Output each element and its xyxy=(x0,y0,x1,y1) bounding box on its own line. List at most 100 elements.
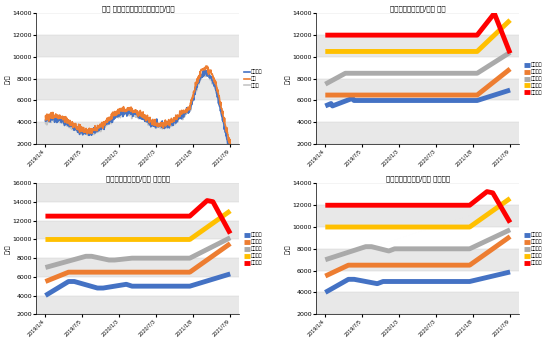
灰枣统货 xyxy=(322,104,328,108)
Bar xyxy=(316,184,519,205)
骏枣统货 xyxy=(414,263,421,267)
灰枣一等 xyxy=(422,71,429,75)
灰枣统货 xyxy=(437,280,444,284)
骏枣一等 xyxy=(331,49,337,54)
次主力 xyxy=(170,120,177,124)
骏枣一等 xyxy=(345,225,351,229)
骏枣统货 xyxy=(331,93,337,97)
灰枣特等 xyxy=(227,232,234,236)
骏枣统货 xyxy=(339,266,346,270)
Line: 灰枣一等: 灰枣一等 xyxy=(325,52,510,84)
骏枣统货 xyxy=(507,67,513,71)
骏枣一等 xyxy=(507,196,513,200)
Y-axis label: 元/吨: 元/吨 xyxy=(285,74,291,83)
骏枣统货 xyxy=(322,274,328,278)
骏枣统货 xyxy=(426,263,432,267)
骏枣一等 xyxy=(322,225,328,229)
骏枣统货 xyxy=(345,263,351,267)
骏枣一等 xyxy=(54,237,60,241)
灰枣统货 xyxy=(454,98,460,103)
骏枣一等 xyxy=(100,237,107,241)
骏枣一等 xyxy=(186,237,193,241)
灰枣特等 xyxy=(48,214,54,218)
Bar xyxy=(36,277,239,296)
骏枣一等 xyxy=(71,237,78,241)
骏枣统货 xyxy=(198,262,205,266)
Title: 红枣现货价格（元/吨） 月度数据: 红枣现货价格（元/吨） 月度数据 xyxy=(106,176,170,182)
灰枣特等 xyxy=(192,209,199,213)
灰枣特等 xyxy=(409,203,415,207)
骏枣一等 xyxy=(374,225,381,229)
灰枣一等 xyxy=(454,71,460,75)
灰枣一等 xyxy=(386,249,392,253)
骏枣一等 xyxy=(89,237,95,241)
灰枣统货 xyxy=(362,280,369,284)
主力 xyxy=(91,126,98,130)
骏枣一等 xyxy=(152,237,158,241)
骏枣一等 xyxy=(333,225,340,229)
灰枣特等 xyxy=(507,51,513,55)
骏枣统货 xyxy=(507,235,513,239)
次主力 xyxy=(204,70,210,74)
灰枣特等 xyxy=(77,214,84,218)
灰枣统货 xyxy=(204,279,211,283)
灰枣统货 xyxy=(65,280,72,284)
灰枣一等 xyxy=(82,254,89,258)
灰枣统货 xyxy=(210,277,216,281)
骏枣一等 xyxy=(490,209,496,213)
灰枣特等 xyxy=(379,203,386,207)
灰枣一等 xyxy=(414,247,421,251)
骏枣统货 xyxy=(420,263,427,267)
骏枣一等 xyxy=(483,213,490,217)
灰枣特等 xyxy=(491,11,498,15)
灰枣特等 xyxy=(507,221,513,225)
骏枣一等 xyxy=(356,225,363,229)
Line: 骏枣统货: 骏枣统货 xyxy=(46,244,230,282)
次主力 xyxy=(134,113,140,117)
骏枣一等 xyxy=(437,225,444,229)
灰枣特等 xyxy=(42,214,49,218)
灰枣特等 xyxy=(322,33,328,37)
骏枣统货 xyxy=(59,272,66,276)
Line: 灰枣特等: 灰枣特等 xyxy=(325,192,510,223)
灰枣一等 xyxy=(198,250,205,255)
骏枣统货 xyxy=(483,251,490,255)
次主力 xyxy=(187,106,194,110)
灰枣一等 xyxy=(368,245,375,249)
骏枣一等 xyxy=(339,225,346,229)
灰枣一等 xyxy=(146,256,153,260)
骏枣一等 xyxy=(140,237,147,241)
连续合约 xyxy=(224,142,231,146)
骏枣统货 xyxy=(478,90,485,94)
Line: 灰枣特等: 灰枣特等 xyxy=(46,201,230,234)
灰枣特等 xyxy=(123,214,130,218)
Bar xyxy=(36,122,239,144)
主力 xyxy=(187,101,194,105)
骏枣统货 xyxy=(490,247,496,251)
灰枣统货 xyxy=(414,280,421,284)
灰枣统货 xyxy=(42,294,49,298)
Bar xyxy=(36,258,239,277)
骏枣统货 xyxy=(106,270,112,274)
灰枣一等 xyxy=(112,258,118,262)
骏枣一等 xyxy=(426,225,432,229)
灰枣统货 xyxy=(135,284,141,288)
Bar xyxy=(36,221,239,239)
Bar xyxy=(36,296,239,314)
骏枣统货 xyxy=(227,241,234,246)
灰枣特等 xyxy=(129,214,135,218)
灰枣统货 xyxy=(152,284,158,288)
灰枣特等 xyxy=(221,221,228,225)
Bar xyxy=(316,57,519,79)
骏枣一等 xyxy=(472,221,478,225)
灰枣一等 xyxy=(129,256,135,260)
灰枣一等 xyxy=(426,247,432,251)
骏枣统货 xyxy=(163,270,170,274)
灰枣特等 xyxy=(443,203,450,207)
灰枣特等 xyxy=(216,210,222,214)
灰枣特等 xyxy=(449,203,455,207)
灰枣特等 xyxy=(204,199,211,203)
连续合约 xyxy=(201,68,207,72)
骏枣统货 xyxy=(100,270,107,274)
Bar xyxy=(316,292,519,314)
